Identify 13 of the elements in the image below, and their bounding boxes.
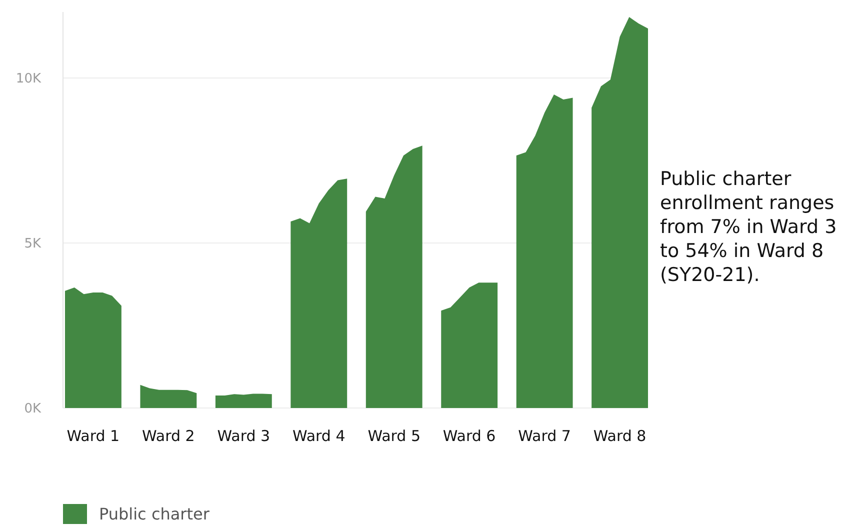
x-tick-label: Ward 4 xyxy=(292,427,346,445)
y-tick-label: 10K xyxy=(16,72,42,87)
legend-label: Public charter xyxy=(99,504,210,524)
x-tick-label: Ward 2 xyxy=(142,427,195,445)
y-tick-label: 0K xyxy=(24,402,42,417)
text: Public charter enrollment ranges from 7% in Ward 3 to 54% in Ward 8 (SY20-21). xyxy=(660,168,837,286)
y-tick-label: 5K xyxy=(24,236,42,252)
x-tick-label: Ward 3 xyxy=(217,427,270,445)
x-tick-label: Ward 7 xyxy=(518,427,571,445)
x-tick-label: Ward 6 xyxy=(442,427,496,445)
x-tick-label: Ward 8 xyxy=(593,427,646,445)
x-tick-label: Ward 1 xyxy=(66,427,120,445)
x-tick-label: Ward 5 xyxy=(368,427,421,445)
